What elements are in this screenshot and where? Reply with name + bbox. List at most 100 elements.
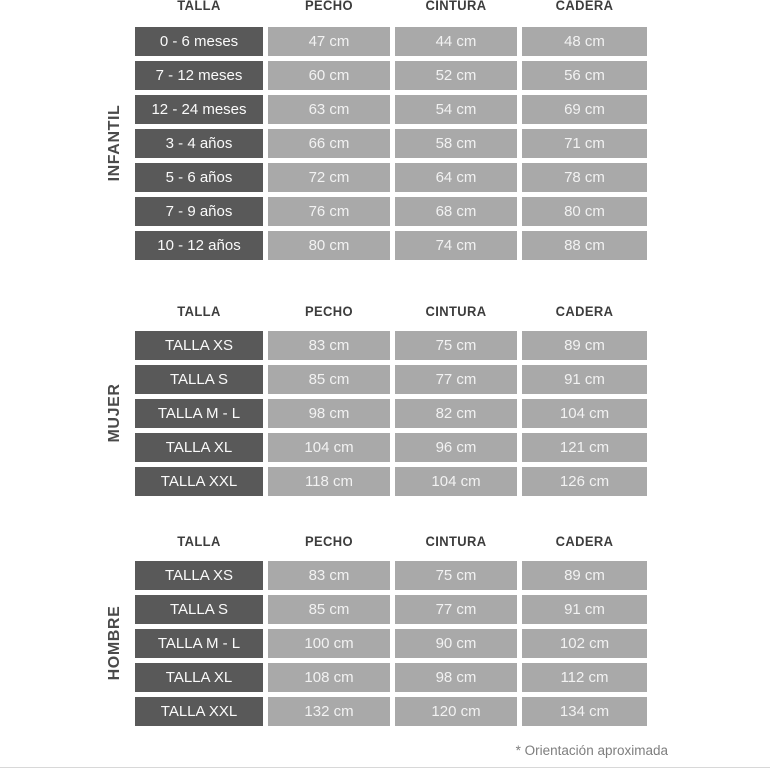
size-label-cell: TALLA XXL — [135, 697, 263, 726]
measurement-cell: 60 cm — [268, 61, 390, 90]
section-infantil: TALLA PECHO CINTURA CADERA 0 - 6 meses 47 cm… — [135, 0, 647, 265]
section-label-infantil: INFANTIL — [106, 104, 123, 182]
size-label-cell: 7 - 9 años — [135, 197, 263, 226]
table-row: TALLA XL 108 cm 98 cm 112 cm — [135, 663, 647, 692]
table-row: 10 - 12 años 80 cm 74 cm 88 cm — [135, 231, 647, 260]
section-label-hombre: HOMBRE — [106, 605, 123, 681]
measurement-cell: 52 cm — [395, 61, 517, 90]
measurement-cell: 126 cm — [522, 467, 647, 496]
measurement-cell: 83 cm — [268, 561, 390, 590]
table-row: 0 - 6 meses 47 cm 44 cm 48 cm — [135, 27, 647, 56]
size-label-cell: TALLA S — [135, 365, 263, 394]
table-row: TALLA XS 83 cm 75 cm 89 cm — [135, 561, 647, 590]
size-label-cell: 10 - 12 años — [135, 231, 263, 260]
measurement-cell: 76 cm — [268, 197, 390, 226]
measurement-cell: 102 cm — [522, 629, 647, 658]
size-label-cell: 5 - 6 años — [135, 163, 263, 192]
column-header: CADERA — [555, 304, 614, 319]
measurement-cell: 104 cm — [268, 433, 390, 462]
column-header-row: TALLA PECHO CINTURA CADERA — [135, 303, 647, 320]
measurement-cell: 68 cm — [395, 197, 517, 226]
column-header: PECHO — [304, 304, 353, 319]
measurement-cell: 80 cm — [268, 231, 390, 260]
size-label-cell: TALLA XL — [135, 433, 263, 462]
measurement-cell: 89 cm — [522, 561, 647, 590]
column-header: TALLA — [177, 0, 221, 13]
measurement-cell: 82 cm — [395, 399, 517, 428]
measurement-cell: 91 cm — [522, 595, 647, 624]
size-label-cell: TALLA M - L — [135, 629, 263, 658]
column-header: PECHO — [304, 0, 353, 13]
measurement-cell: 83 cm — [268, 331, 390, 360]
measurement-cell: 63 cm — [268, 95, 390, 124]
size-label-cell: 7 - 12 meses — [135, 61, 263, 90]
measurement-cell: 132 cm — [268, 697, 390, 726]
measurement-cell: 80 cm — [522, 197, 647, 226]
measurement-cell: 120 cm — [395, 697, 517, 726]
measurement-cell: 104 cm — [395, 467, 517, 496]
size-label-cell: 0 - 6 meses — [135, 27, 263, 56]
measurement-cell: 112 cm — [522, 663, 647, 692]
table-row: TALLA XL 104 cm 96 cm 121 cm — [135, 433, 647, 462]
table-row: 7 - 9 años 76 cm 68 cm 80 cm — [135, 197, 647, 226]
table-row: TALLA M - L 100 cm 90 cm 102 cm — [135, 629, 647, 658]
measurement-cell: 134 cm — [522, 697, 647, 726]
table-row: 12 - 24 meses 63 cm 54 cm 69 cm — [135, 95, 647, 124]
measurement-cell: 98 cm — [268, 399, 390, 428]
table-row: TALLA M - L 98 cm 82 cm 104 cm — [135, 399, 647, 428]
measurement-cell: 74 cm — [395, 231, 517, 260]
measurement-cell: 66 cm — [268, 129, 390, 158]
measurement-cell: 44 cm — [395, 27, 517, 56]
column-header: PECHO — [304, 534, 353, 549]
table-row: TALLA S 85 cm 77 cm 91 cm — [135, 595, 647, 624]
measurement-cell: 98 cm — [395, 663, 517, 692]
column-header: CADERA — [555, 0, 614, 13]
measurement-cell: 90 cm — [395, 629, 517, 658]
measurement-cell: 100 cm — [268, 629, 390, 658]
table-row: TALLA XS 83 cm 75 cm 89 cm — [135, 331, 647, 360]
measurement-cell: 75 cm — [395, 331, 517, 360]
table-body: 0 - 6 meses 47 cm 44 cm 48 cm 7 - 12 meses 60… — [135, 27, 647, 260]
table-body: TALLA XS 83 cm 75 cm 89 cm TALLA S 85 cm 77 cm… — [135, 561, 647, 726]
measurement-cell: 47 cm — [268, 27, 390, 56]
column-header: CINTURA — [425, 0, 487, 13]
size-label-cell: 12 - 24 meses — [135, 95, 263, 124]
table-row: 3 - 4 años 66 cm 58 cm 71 cm — [135, 129, 647, 158]
size-label-cell: 3 - 4 años — [135, 129, 263, 158]
column-header: CADERA — [555, 534, 614, 549]
table-row: TALLA XXL 118 cm 104 cm 126 cm — [135, 467, 647, 496]
measurement-cell: 64 cm — [395, 163, 517, 192]
measurement-cell: 54 cm — [395, 95, 517, 124]
measurement-cell: 104 cm — [522, 399, 647, 428]
size-label-cell: TALLA S — [135, 595, 263, 624]
measurement-cell: 89 cm — [522, 331, 647, 360]
size-label-cell: TALLA XS — [135, 331, 263, 360]
measurement-cell: 118 cm — [268, 467, 390, 496]
table-body: TALLA XS 83 cm 75 cm 89 cm TALLA S 85 cm 77 cm… — [135, 331, 647, 496]
table-row: 7 - 12 meses 60 cm 52 cm 56 cm — [135, 61, 647, 90]
column-header: TALLA — [177, 304, 221, 319]
measurement-cell: 75 cm — [395, 561, 517, 590]
measurement-cell: 85 cm — [268, 365, 390, 394]
section-label-mujer: MUJER — [106, 383, 123, 443]
column-header-row: TALLA PECHO CINTURA CADERA — [135, 533, 647, 550]
measurement-cell: 48 cm — [522, 27, 647, 56]
size-label-cell: TALLA XL — [135, 663, 263, 692]
section-hombre: TALLA PECHO CINTURA CADERA TALLA XS 83 cm 75 … — [135, 533, 647, 731]
size-label-cell: TALLA XS — [135, 561, 263, 590]
table-row: 5 - 6 años 72 cm 64 cm 78 cm — [135, 163, 647, 192]
measurement-cell: 121 cm — [522, 433, 647, 462]
measurement-cell: 78 cm — [522, 163, 647, 192]
column-header: CINTURA — [425, 304, 487, 319]
column-header: TALLA — [177, 534, 221, 549]
measurement-cell: 58 cm — [395, 129, 517, 158]
section-mujer: TALLA PECHO CINTURA CADERA TALLA XS 83 cm 75 … — [135, 303, 647, 501]
measurement-cell: 91 cm — [522, 365, 647, 394]
measurement-cell: 77 cm — [395, 595, 517, 624]
measurement-cell: 96 cm — [395, 433, 517, 462]
measurement-cell: 77 cm — [395, 365, 517, 394]
size-label-cell: TALLA M - L — [135, 399, 263, 428]
measurement-cell: 88 cm — [522, 231, 647, 260]
measurement-cell: 72 cm — [268, 163, 390, 192]
